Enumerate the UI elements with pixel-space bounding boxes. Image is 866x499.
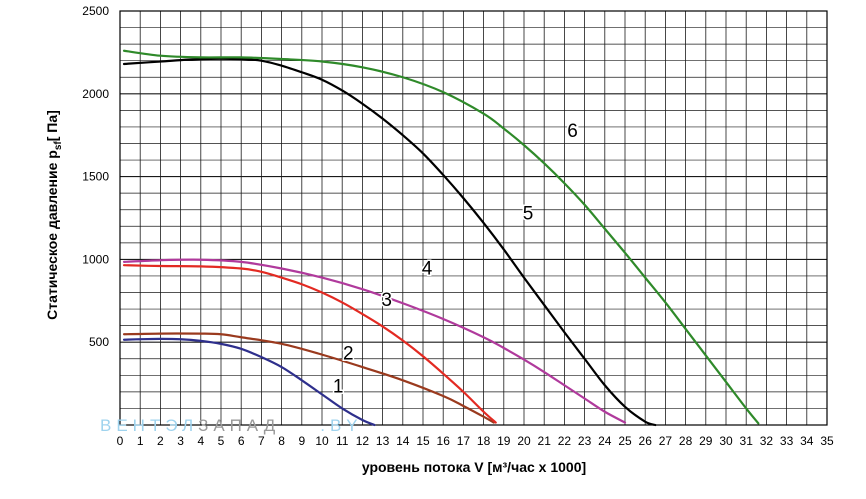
y-tick-labels: 500 1000 1500 2000 2500 [82, 4, 109, 349]
y-tick-label: 1000 [82, 252, 109, 266]
watermark-part-3: .BY [320, 416, 362, 435]
x-tick-label: 9 [298, 434, 305, 448]
x-tick-label: 6 [238, 434, 245, 448]
y-axis-title-unit: [ Па] [44, 110, 60, 141]
x-tick-label: 34 [800, 434, 814, 448]
x-tick-label: 25 [618, 434, 632, 448]
curve-label-1: 1 [333, 377, 344, 398]
x-tick-label: 1 [137, 434, 144, 448]
x-tick-labels: 0 1 2 3 4 5 6 7 8 9 10 11 12 13 14 15 16 17 18 19 20 21 22 23 24… [117, 434, 834, 448]
x-tick-label: 19 [497, 434, 511, 448]
curve-label-4: 4 [422, 258, 433, 279]
y-axis-title: Статическое давление psf[ Па] [44, 110, 64, 320]
x-tick-label: 28 [679, 434, 693, 448]
x-tick-label: 26 [639, 434, 653, 448]
x-tick-label: 18 [477, 434, 491, 448]
y-tick-label: 2500 [82, 4, 109, 18]
curve-label-5: 5 [523, 204, 534, 225]
curve-label-2: 2 [343, 344, 354, 365]
series-line-1 [122, 337, 376, 427]
x-tick-label: 3 [177, 434, 184, 448]
x-tick-label: 23 [578, 434, 592, 448]
x-tick-label: 2 [157, 434, 164, 448]
x-tick-label: 35 [820, 434, 834, 448]
curve-label-3: 3 [381, 290, 392, 311]
y-tick-label: 1500 [82, 170, 109, 184]
x-tick-label: 27 [659, 434, 673, 448]
series-line-4 [122, 258, 627, 424]
x-tick-label: 7 [258, 434, 265, 448]
x-tick-label: 12 [356, 434, 370, 448]
x-tick-label: 15 [416, 434, 430, 448]
x-tick-label: 14 [396, 434, 410, 448]
x-tick-label: 0 [117, 434, 124, 448]
y-tick-label: 500 [89, 335, 109, 349]
series-lines [122, 49, 760, 427]
curve-labels: 1 2 3 4 5 6 [331, 119, 579, 399]
x-tick-label: 13 [376, 434, 390, 448]
x-tick-label: 4 [197, 434, 204, 448]
x-axis-title: уровень потока V [м³/час x 1000] [362, 459, 586, 475]
x-tick-label: 33 [780, 434, 794, 448]
x-tick-label: 16 [437, 434, 451, 448]
x-tick-label: 20 [517, 434, 531, 448]
x-tick-label: 8 [278, 434, 285, 448]
y-axis-title-subscript: sf [53, 141, 64, 151]
watermark-part-1: ВЕНТЭЛ [100, 416, 198, 435]
x-tick-label: 24 [598, 434, 612, 448]
y-tick-label: 2000 [82, 87, 109, 101]
x-tick-label: 10 [315, 434, 329, 448]
x-tick-label: 22 [558, 434, 572, 448]
x-tick-label: 30 [719, 434, 733, 448]
x-tick-label: 31 [740, 434, 754, 448]
series-line-2 [122, 332, 495, 424]
plot-frame [119, 10, 828, 426]
x-tick-label: 29 [699, 434, 713, 448]
curve-label-6: 6 [567, 121, 578, 142]
x-tick-label: 32 [760, 434, 774, 448]
y-axis-title-main: Статическое давление p [44, 150, 60, 320]
x-tick-label: 5 [218, 434, 225, 448]
series-line-3 [122, 264, 497, 424]
x-tick-label: 11 [336, 434, 349, 448]
watermark-part-2: ЗАПАД [198, 416, 280, 435]
series-line-5 [122, 57, 657, 427]
x-tick-label: 17 [457, 434, 471, 448]
x-tick-label: 21 [538, 434, 552, 448]
series-line-6 [122, 49, 760, 425]
watermark: ВЕНТЭЛЗАПАД .BY [100, 416, 363, 435]
